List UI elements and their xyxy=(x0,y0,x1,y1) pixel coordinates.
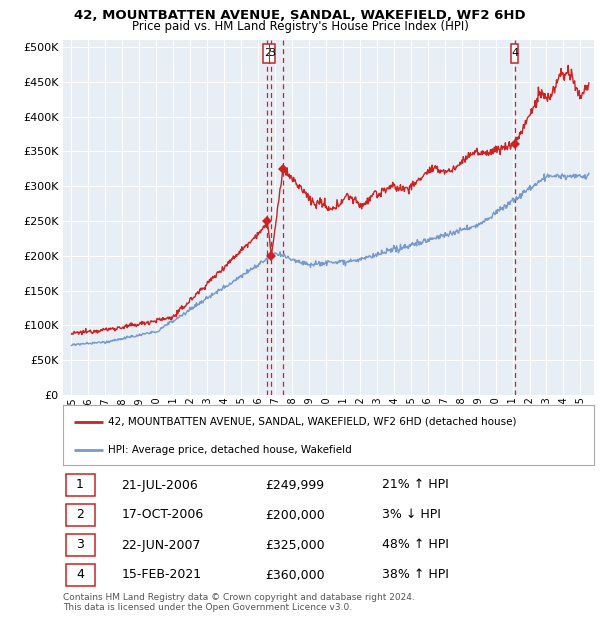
Bar xyxy=(65,474,95,496)
Bar xyxy=(65,503,95,526)
Text: 4: 4 xyxy=(76,569,84,582)
Text: 38% ↑ HPI: 38% ↑ HPI xyxy=(382,569,448,582)
Text: 3: 3 xyxy=(268,48,275,58)
Text: 3% ↓ HPI: 3% ↓ HPI xyxy=(382,508,440,521)
Text: Contains HM Land Registry data © Crown copyright and database right 2024.
This d: Contains HM Land Registry data © Crown c… xyxy=(63,593,415,613)
Text: 48% ↑ HPI: 48% ↑ HPI xyxy=(382,539,448,552)
Bar xyxy=(511,43,518,63)
Bar xyxy=(65,564,95,587)
Text: 4: 4 xyxy=(511,48,518,58)
Text: 42, MOUNTBATTEN AVENUE, SANDAL, WAKEFIELD, WF2 6HD: 42, MOUNTBATTEN AVENUE, SANDAL, WAKEFIEL… xyxy=(74,9,526,22)
Text: 2: 2 xyxy=(263,48,271,58)
Text: £360,000: £360,000 xyxy=(265,569,325,582)
Text: £325,000: £325,000 xyxy=(265,539,325,552)
Text: HPI: Average price, detached house, Wakefield: HPI: Average price, detached house, Wake… xyxy=(108,445,352,455)
Text: 17-OCT-2006: 17-OCT-2006 xyxy=(121,508,203,521)
Text: 42, MOUNTBATTEN AVENUE, SANDAL, WAKEFIELD, WF2 6HD (detached house): 42, MOUNTBATTEN AVENUE, SANDAL, WAKEFIEL… xyxy=(108,417,517,427)
Bar xyxy=(263,43,275,63)
Text: £200,000: £200,000 xyxy=(265,508,325,521)
Bar xyxy=(65,534,95,556)
Text: 2: 2 xyxy=(76,508,84,521)
Text: 15-FEB-2021: 15-FEB-2021 xyxy=(121,569,202,582)
Text: 3: 3 xyxy=(76,539,84,552)
Text: 21% ↑ HPI: 21% ↑ HPI xyxy=(382,479,448,492)
Text: 1: 1 xyxy=(76,479,84,492)
Text: Price paid vs. HM Land Registry's House Price Index (HPI): Price paid vs. HM Land Registry's House … xyxy=(131,20,469,33)
Text: 22-JUN-2007: 22-JUN-2007 xyxy=(121,539,201,552)
Text: 21-JUL-2006: 21-JUL-2006 xyxy=(121,479,198,492)
Text: £249,999: £249,999 xyxy=(265,479,324,492)
